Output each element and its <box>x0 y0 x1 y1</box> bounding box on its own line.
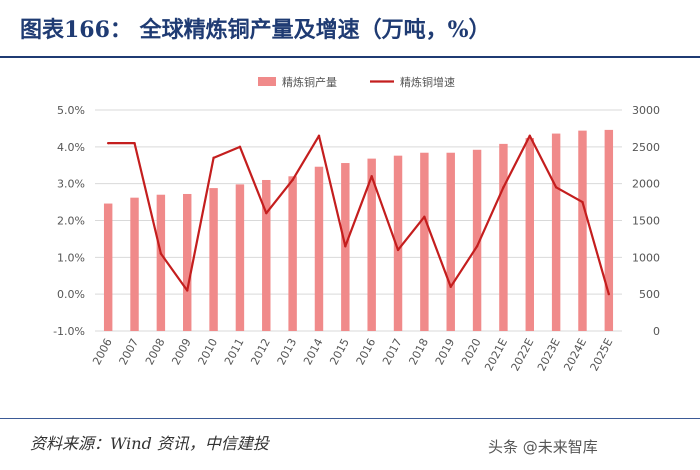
right-tick-label: 1500 <box>632 215 660 228</box>
point-2012 <box>265 211 268 215</box>
x-tick-label: 2010 <box>196 336 221 367</box>
bar-2024E <box>578 130 587 331</box>
x-tick-label: 2019 <box>433 336 458 367</box>
bar-2008 <box>156 194 166 331</box>
point-2014 <box>317 134 321 137</box>
figure-title: 图表166： 全球精炼铜产量及增速（万吨，%） <box>20 17 491 43</box>
x-tick-label: 2018 <box>406 336 431 367</box>
legend-line-label: 精炼铜增速 <box>400 75 455 89</box>
left-axis: -1.0% 0.0% 1.0% 2.0% 3.0% 4.0% 5.0% <box>53 104 85 338</box>
right-tick-label: 1000 <box>632 251 660 264</box>
bar-2011 <box>235 184 245 331</box>
bar-series <box>103 129 614 331</box>
point-2019 <box>449 285 452 288</box>
right-tick-label: 2500 <box>632 141 660 154</box>
x-tick-label: 2006 <box>90 336 115 367</box>
growth-line <box>108 134 610 295</box>
bar-2007 <box>130 197 139 331</box>
bar-2025E <box>604 129 614 331</box>
x-tick-label: 2015 <box>327 336 352 367</box>
bar-2006 <box>103 203 113 331</box>
bar-2012 <box>262 179 271 331</box>
right-tick-label: 0 <box>653 325 660 338</box>
right-tick-label: 3000 <box>632 104 660 117</box>
point-2016 <box>370 175 373 178</box>
x-tick-label: 2017 <box>380 336 405 367</box>
point-2023E <box>554 186 558 189</box>
left-tick-label: 0.0% <box>57 288 85 301</box>
point-2007 <box>133 141 136 145</box>
source-note: 资料来源：Wind 资讯，中信建投 <box>30 434 269 453</box>
x-tick-label: 2023E <box>535 336 563 373</box>
point-2009 <box>186 289 189 292</box>
bar-2023E <box>551 133 561 331</box>
left-tick-label: 1.0% <box>57 251 85 264</box>
x-tick-label: 2021E <box>482 336 510 373</box>
bar-2021E <box>499 143 508 331</box>
footer-divider <box>0 418 700 419</box>
bar-2020 <box>472 149 482 331</box>
point-2017 <box>396 248 400 252</box>
legend-bar-swatch <box>258 77 276 86</box>
x-tick-label: 2014 <box>301 336 326 367</box>
x-tick-label: 2008 <box>143 336 168 367</box>
point-2006 <box>106 141 110 145</box>
grid-lines <box>95 109 622 332</box>
point-2011 <box>238 145 242 149</box>
point-2025E <box>607 292 611 296</box>
point-2020 <box>475 245 479 248</box>
x-axis: 2006 2007 2008 2009 2010 2011 2012 2013 2014 2015… <box>90 336 615 373</box>
bar-2009 <box>183 193 192 331</box>
watermark-text: 头条 @未来智库 <box>488 438 598 456</box>
x-tick-label: 2009 <box>169 336 194 367</box>
right-tick-label: 2000 <box>632 178 660 191</box>
bar-2014 <box>314 166 324 331</box>
right-axis: 0 500 1000 1500 2000 2500 3000 <box>632 104 660 338</box>
legend-bar-label: 精炼铜产量 <box>282 75 337 89</box>
right-tick-label: 500 <box>639 288 660 301</box>
point-2018 <box>423 215 426 219</box>
bar-2013 <box>288 176 297 331</box>
point-2022E <box>528 134 531 137</box>
left-tick-label: 2.0% <box>57 215 85 228</box>
x-tick-label: 2024E <box>561 336 589 373</box>
x-tick-label: 2012 <box>248 336 273 367</box>
title-divider <box>0 56 700 58</box>
x-tick-label: 2020 <box>459 336 484 367</box>
x-tick-label: 2013 <box>275 336 300 367</box>
x-tick-label: 2011 <box>222 336 247 367</box>
x-tick-label: 2007 <box>117 336 142 367</box>
point-2015 <box>344 245 347 248</box>
x-tick-label: 2025E <box>588 336 616 373</box>
point-2010 <box>212 156 215 160</box>
x-tick-label: 2016 <box>354 336 379 367</box>
bar-2019 <box>446 152 455 331</box>
left-tick-label: 5.0% <box>57 104 85 117</box>
bar-2022E <box>525 137 534 331</box>
line-series <box>106 134 611 296</box>
point-2024E <box>581 200 584 204</box>
bar-2010 <box>209 188 218 331</box>
bar-2018 <box>420 152 429 331</box>
bar-2017 <box>393 155 403 331</box>
point-2013 <box>291 178 294 182</box>
point-2021E <box>502 186 505 189</box>
point-2008 <box>159 252 163 255</box>
left-tick-label: 3.0% <box>57 178 85 191</box>
x-tick-label: 2022E <box>509 336 537 373</box>
bar-2016 <box>367 158 376 331</box>
left-tick-label: -1.0% <box>53 325 85 338</box>
left-tick-label: 4.0% <box>57 141 85 154</box>
legend: 精炼铜产量 精炼铜增速 <box>258 75 455 89</box>
